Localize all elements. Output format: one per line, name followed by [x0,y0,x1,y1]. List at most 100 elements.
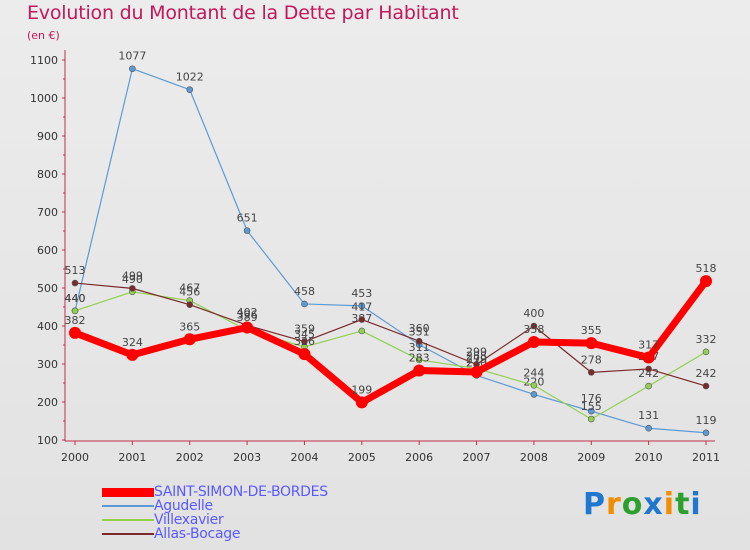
brand-letter: o [621,487,644,522]
x-tick-label: 2000 [61,451,89,464]
data-label: 513 [65,264,86,277]
y-tick-label: 900 [37,130,58,143]
x-tick-label: 2010 [635,451,663,464]
y-tick-label: 100 [37,434,58,447]
data-label: 119 [696,414,717,427]
data-point [355,396,368,409]
data-point [702,382,710,390]
legend-swatch [102,505,154,507]
x-tick-label: 2001 [118,451,146,464]
data-label: 278 [581,353,602,366]
data-label: 279 [466,353,487,366]
data-point [358,316,366,323]
data-point [415,337,423,345]
data-label: 456 [179,286,200,299]
data-label: 176 [581,392,602,405]
series-line [74,282,707,387]
data-label: 283 [409,351,430,364]
x-tick-label: 2005 [348,451,376,464]
data-label: 326 [294,335,315,348]
brand-letter: t [675,487,691,522]
data-label: 458 [294,285,315,298]
data-point [126,348,139,361]
data-point [71,307,79,315]
x-tick-label: 2006 [405,451,433,464]
data-point [301,300,308,308]
data-label: 220 [523,375,544,388]
data-label: 351 [409,326,430,339]
data-point [587,415,595,423]
data-point [186,301,194,309]
data-label: 396 [237,309,258,322]
data-point [645,382,652,390]
data-label: 1022 [176,71,204,84]
data-point [69,326,81,339]
series-line [74,68,707,434]
data-label: 244 [523,366,544,379]
data-label: 1077 [118,50,146,63]
data-point [298,348,311,361]
data-label: 402 [237,306,258,319]
data-point [358,302,366,310]
data-point [645,365,652,373]
y-tick-label: 300 [37,358,58,371]
y-tick-label: 700 [37,206,58,219]
data-label: 131 [638,409,659,422]
data-point [129,65,136,73]
data-label: 242 [696,367,717,380]
data-label: 317 [638,339,659,352]
data-point [642,351,655,364]
data-label: 440 [65,292,86,305]
y-tick-label: 800 [37,168,58,181]
data-point [358,327,366,335]
data-label: 324 [122,336,143,349]
data-label: 332 [696,333,717,346]
data-point [587,407,595,415]
data-point [129,285,136,292]
legend-label: Allas-Bocage [154,526,241,542]
data-point [186,86,194,93]
data-label: 389 [237,311,258,324]
y-tick-label: 1100 [30,54,58,67]
data-label: 360 [409,322,430,335]
data-label: 467 [179,282,200,295]
data-label: 417 [351,301,372,314]
data-point [71,279,79,287]
data-label: 365 [179,320,200,333]
series-line [73,279,709,406]
data-label: 400 [523,307,544,320]
x-tick-label: 2004 [290,451,318,464]
brand-letter: x [643,487,664,522]
x-tick-label: 2011 [692,451,720,464]
legend-swatch [102,487,154,497]
legend-swatch [102,533,154,535]
series-line [74,291,707,420]
y-tick-label: 200 [37,396,58,409]
chart-title: Evolution du Montant de la Dette par Hab… [27,2,459,24]
data-point [645,424,652,432]
data-label: 490 [122,273,143,286]
data-label: 651 [237,212,258,225]
x-tick-label: 2009 [577,451,605,464]
data-point [702,348,710,356]
legend-label: Agudelle [154,498,213,514]
brand-letter: r [606,487,622,522]
data-label: 355 [581,324,602,337]
data-point [530,381,538,389]
data-point [530,391,538,398]
data-point [415,356,423,364]
y-tick-label: 500 [37,282,58,295]
data-label: 311 [409,341,430,354]
data-label: 299 [466,345,487,358]
data-point [241,321,254,334]
data-label: 499 [122,269,143,282]
legend-label: Villexavier [154,512,224,528]
data-point [702,429,710,437]
chart-subtitle: (en €) [27,29,60,42]
x-tick-label: 2008 [520,451,548,464]
data-point [243,227,251,234]
data-point [527,335,540,348]
y-tick-label: 1000 [30,92,58,105]
